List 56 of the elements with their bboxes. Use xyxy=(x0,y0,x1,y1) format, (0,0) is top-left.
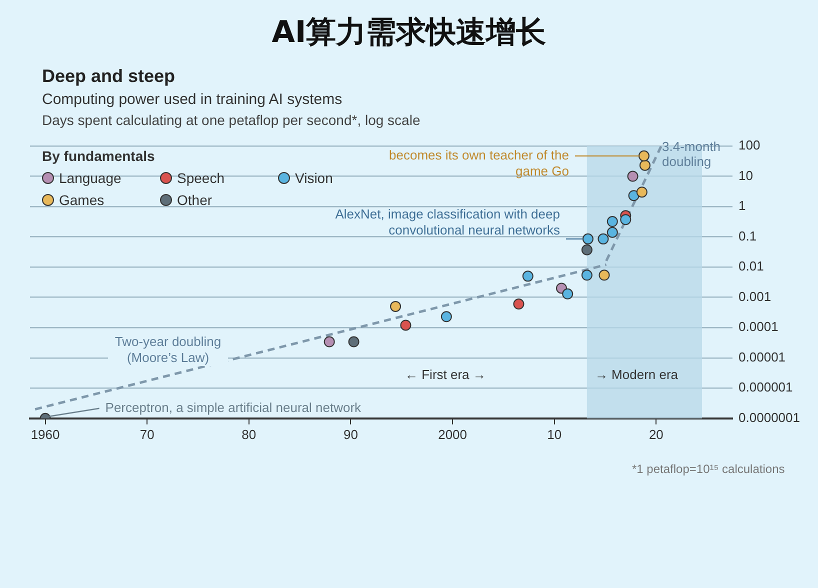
point xyxy=(606,226,618,238)
annotation: Two-year doubling (Moore’s Law) xyxy=(108,334,228,366)
x-tick-label: 2000 xyxy=(438,426,468,442)
y-tick-label: 0.001 xyxy=(738,288,772,304)
x-tick-label: 70 xyxy=(140,426,154,442)
point xyxy=(627,170,638,182)
y-tick-label: 0.0000001 xyxy=(738,410,800,425)
y-tick-label: 1 xyxy=(738,198,746,214)
y-tick-label: 0.000001 xyxy=(738,380,793,395)
legend-label: Speech xyxy=(176,170,226,186)
point xyxy=(636,186,648,198)
point xyxy=(400,320,412,331)
annotation: becomes its own teacher of the game Go xyxy=(389,148,569,179)
y-tick-label: 10 xyxy=(738,168,754,183)
x-tick-label: 10 xyxy=(547,426,562,442)
text: *1 petaflop=10¹⁵ calculations xyxy=(632,462,785,476)
annotation: ← First era → xyxy=(405,367,486,382)
point xyxy=(581,244,592,256)
legend-label: Language xyxy=(58,170,122,186)
point xyxy=(324,336,335,348)
point xyxy=(598,270,610,281)
band-label: → Modern era xyxy=(594,366,679,382)
annotation: Perceptron, a simple artificial neural network xyxy=(105,400,362,415)
x-tick-label: 1960 xyxy=(30,426,60,442)
x-tick-label: 80 xyxy=(242,426,256,442)
point xyxy=(638,150,650,162)
point xyxy=(562,288,574,300)
point xyxy=(639,160,650,171)
y-tick-label: 0.00001 xyxy=(738,349,786,364)
x-tick-label: 20 xyxy=(648,426,664,442)
y-tick-label: 0.01 xyxy=(738,258,764,274)
point xyxy=(522,270,534,282)
y-tick-label: 0.0001 xyxy=(738,319,778,334)
point xyxy=(581,270,592,281)
chart-subtitle: Deep and steep xyxy=(42,66,176,87)
point xyxy=(348,336,360,348)
legend-label: Vision xyxy=(294,170,334,186)
legend-label: Other xyxy=(176,192,214,208)
x-tick-label: 90 xyxy=(343,426,358,442)
y-tick-label: 100 xyxy=(738,138,760,153)
legend-title: By fundamentals xyxy=(42,148,155,164)
point xyxy=(513,298,524,310)
text: Computing power used in training AI systems xyxy=(42,91,342,108)
annotation: AlexNet, image classification with deep convolutional neural networks xyxy=(335,206,560,238)
y-axis-title: Days spent calculating at one petaflop per second*, log scale xyxy=(42,112,420,128)
point xyxy=(598,233,609,244)
point xyxy=(582,233,594,244)
point xyxy=(390,300,402,312)
point xyxy=(440,311,452,322)
chart-title: AI算力需求快速增长 xyxy=(270,14,548,52)
y-tick-label: 0.1 xyxy=(738,228,757,244)
point xyxy=(628,190,640,202)
legend-label: Games xyxy=(58,192,106,208)
point xyxy=(620,214,632,226)
annotation: 3.4-month doubling xyxy=(662,139,722,169)
point xyxy=(606,216,618,228)
